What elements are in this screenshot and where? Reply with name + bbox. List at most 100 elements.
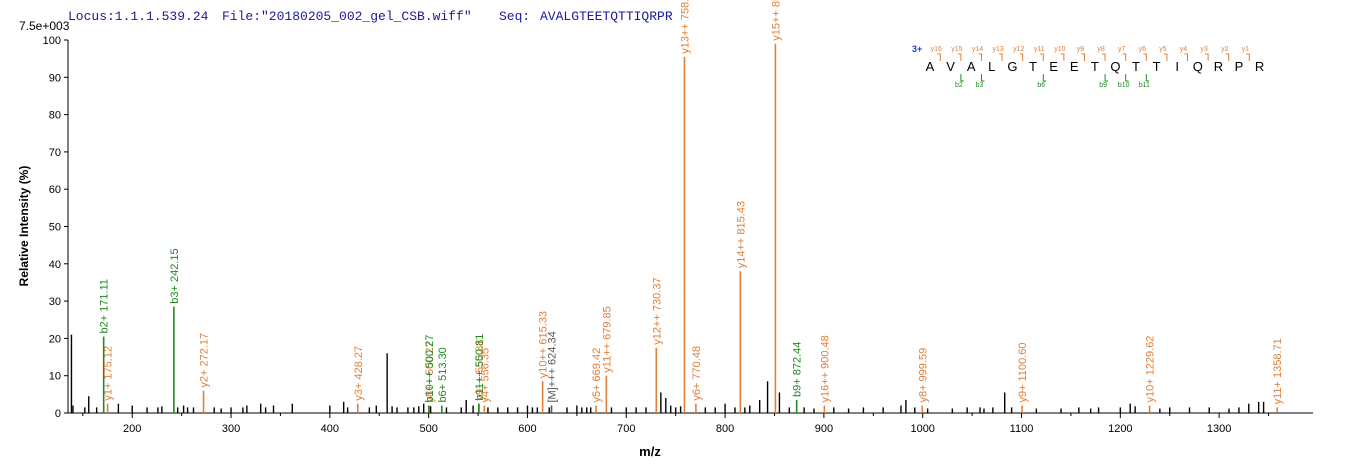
ion-peak-label: y8+ 999.59: [917, 348, 929, 403]
spectrum-header: Locus:1.1.1.539.24 File:"20180205_002_ge…: [19, 9, 673, 33]
x-tick-label: 1200: [1108, 423, 1132, 435]
ion-peak-label: b2+ 171.11: [99, 279, 111, 334]
residue: T: [1091, 59, 1099, 74]
residue: L: [988, 59, 995, 74]
x-tick-label: 1000: [910, 423, 934, 435]
y-tick-label: 20: [49, 333, 61, 345]
y-ion-label: y6: [1139, 46, 1147, 53]
charge-state-label: 3+: [912, 44, 922, 54]
ion-peak-label: y9++ 550.81: [474, 340, 486, 401]
residue: Q: [1193, 59, 1203, 74]
y-ion-label: y12: [1013, 46, 1024, 53]
annotated-peaks: b2+ 171.11 y1+ 175.12 b3+ 242.15 y2+ 272.17…: [99, 0, 1284, 413]
residue: V: [946, 59, 955, 74]
y-ion-label: y7: [1118, 46, 1126, 53]
file-label: File:"20180205_002_gel_CSB.wiff": [222, 9, 472, 24]
ion-peak-label: b3+ 242.15: [169, 248, 181, 303]
residue: T: [1153, 59, 1161, 74]
y-ion-bracket: [1081, 53, 1085, 61]
y-ion-bracket: [978, 53, 982, 61]
y-tick-label: 50: [49, 222, 61, 234]
ion-peak-label: y14++ 815.43: [735, 201, 747, 268]
y-ion-bracket: [1246, 53, 1250, 61]
ion-peak-label: y10++ 615.33: [538, 311, 550, 378]
y-ion-label: y13: [992, 46, 1003, 53]
residue: Q: [1110, 59, 1120, 74]
y-ion-bracket: [1205, 53, 1209, 61]
y-tick-label: 30: [49, 296, 61, 308]
ion-peak-label: y5+ 669.42: [591, 348, 603, 403]
y-ion-label: y14: [972, 46, 983, 53]
residue: A: [926, 59, 935, 74]
x-tick-label: 1100: [1010, 423, 1034, 435]
x-tick-label: 500: [419, 423, 437, 435]
y-ion-bracket: [1019, 53, 1024, 61]
unannotated-peaks: [70, 334, 1265, 413]
b-ion-label: b6: [1037, 82, 1045, 89]
y-tick-label: 0: [55, 408, 61, 420]
residue: E: [1070, 59, 1079, 74]
b-ion-bracket: [1042, 74, 1047, 82]
y-ion-bracket: [1122, 53, 1127, 61]
x-tick-label: 800: [716, 423, 734, 435]
y-ion-bracket: [1163, 53, 1168, 61]
y-tick-label: 40: [49, 259, 61, 271]
ion-peak-label: b10++ 500.27: [424, 335, 436, 403]
intensity-scale-label: 7.5e+003: [19, 19, 70, 33]
y-ion-label: y4: [1180, 46, 1188, 53]
y-tick-label: 100: [43, 35, 61, 47]
residue: T: [1029, 59, 1037, 74]
b-ion-bracket: [1104, 74, 1109, 82]
b-ion-label: b10: [1118, 82, 1130, 89]
x-tick-label: 200: [123, 423, 141, 435]
x-tick-label: 600: [518, 423, 536, 435]
ion-peak-label: y4+ 556.35: [479, 348, 491, 403]
y-ion-bracket: [937, 53, 941, 61]
residue: P: [1235, 59, 1244, 74]
b-ion-label: b9: [1099, 82, 1107, 89]
residue: R: [1255, 59, 1264, 74]
y-ion-bracket: [999, 53, 1003, 61]
x-tick-label: 900: [815, 423, 833, 435]
ion-peak-label: y6+ 770.48: [691, 346, 703, 401]
x-tick-label: 300: [222, 423, 240, 435]
x-tick-label: 400: [321, 423, 339, 435]
residue: A: [967, 59, 976, 74]
b-ion-label: b11: [1139, 82, 1150, 89]
ion-peak-label: y16++ 900.48: [819, 335, 831, 402]
y-tick-label: 60: [49, 184, 61, 196]
residue: G: [1007, 59, 1017, 74]
b-ion-bracket: [981, 74, 985, 82]
ion-peak-label: y13++ 758.: [679, 0, 691, 54]
y-tick-label: 70: [49, 147, 61, 159]
y-axis-title: Relative Intensity (%): [17, 166, 31, 287]
y-ion-bracket: [1184, 53, 1188, 61]
y-ion-label: y11: [1034, 46, 1045, 53]
locus-label: Locus:1.1.1.539.24: [68, 9, 209, 24]
axes: 0 10 20 30 40 50 60 70 80 90 100 200 300 400 500 600 700…: [43, 35, 1313, 435]
y-tick-label: 80: [49, 110, 61, 122]
ion-peak-label: y2+ 272.17: [199, 333, 211, 388]
x-axis-title: m/z: [639, 444, 661, 459]
residue: T: [1132, 59, 1140, 74]
b-ion-label: b3: [976, 82, 984, 89]
y-tick-label: 90: [49, 72, 61, 84]
y-ion-label: y3: [1200, 46, 1208, 53]
b-ion-bracket: [1125, 74, 1129, 82]
y-ion-bracket: [957, 53, 962, 61]
ion-peak-label: y12++ 730.37: [651, 277, 663, 344]
residue: I: [1175, 59, 1179, 74]
b-ion-label: b2: [955, 82, 963, 89]
ion-peak-label: b11++ 550.81: [474, 334, 486, 401]
y-ion-label: y15: [951, 46, 962, 53]
y-ion-label: y2: [1221, 46, 1229, 53]
y-ion-label: y10: [1054, 46, 1065, 53]
ion-peak-label: b6+ 513.30: [437, 347, 449, 402]
ion-peak-label: y8++ 500.27: [424, 341, 436, 402]
ion-peak-label: y3+ 428.27: [353, 346, 365, 401]
ion-peak-label: y15++ 850.95: [770, 0, 782, 41]
ion-peak-label: y10+ 1229.62: [1145, 336, 1157, 403]
ion-peak-label: b9+ 872.44: [792, 342, 804, 397]
ion-peak-label: [M]+++ 624.34: [547, 331, 559, 402]
